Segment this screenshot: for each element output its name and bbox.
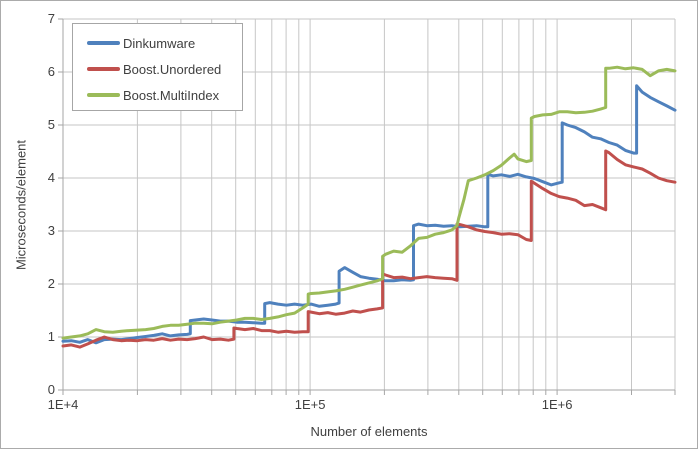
legend-item-boost-unordered: Boost.Unordered	[87, 56, 242, 82]
legend-item-boost-multiindex: Boost.MultiIndex	[87, 82, 242, 108]
series-line-boost-multiindex	[61, 65, 677, 340]
legend-label: Boost.Unordered	[123, 61, 222, 77]
series-line-dinkumware	[61, 84, 677, 345]
legend: Dinkumware Boost.Unordered Boost.MultiIn…	[72, 23, 243, 111]
x-tick-label: 1E+4	[47, 397, 79, 412]
legend-line-swatch	[87, 67, 120, 71]
legend-label: Dinkumware	[123, 35, 196, 51]
y-tick-label: 4	[47, 170, 55, 185]
y-tick-label: 7	[47, 11, 55, 26]
legend-line-swatch	[87, 41, 120, 45]
series-line-boost-unordered	[61, 149, 677, 349]
y-tick-label: 6	[47, 64, 55, 79]
x-tick-label: 1E+6	[541, 397, 573, 412]
x-axis-title: Number of elements	[310, 424, 428, 439]
legend-line-swatch	[87, 93, 120, 97]
y-tick-label: 0	[47, 382, 55, 397]
x-tick-label: 1E+5	[294, 397, 326, 412]
y-tick-label: 3	[47, 223, 55, 238]
y-tick-label: 2	[47, 276, 55, 291]
legend-item-dinkumware: Dinkumware	[87, 30, 242, 56]
legend-label: Boost.MultiIndex	[123, 87, 220, 103]
y-tick-label: 1	[47, 329, 55, 344]
y-tick-label: 5	[47, 117, 55, 132]
